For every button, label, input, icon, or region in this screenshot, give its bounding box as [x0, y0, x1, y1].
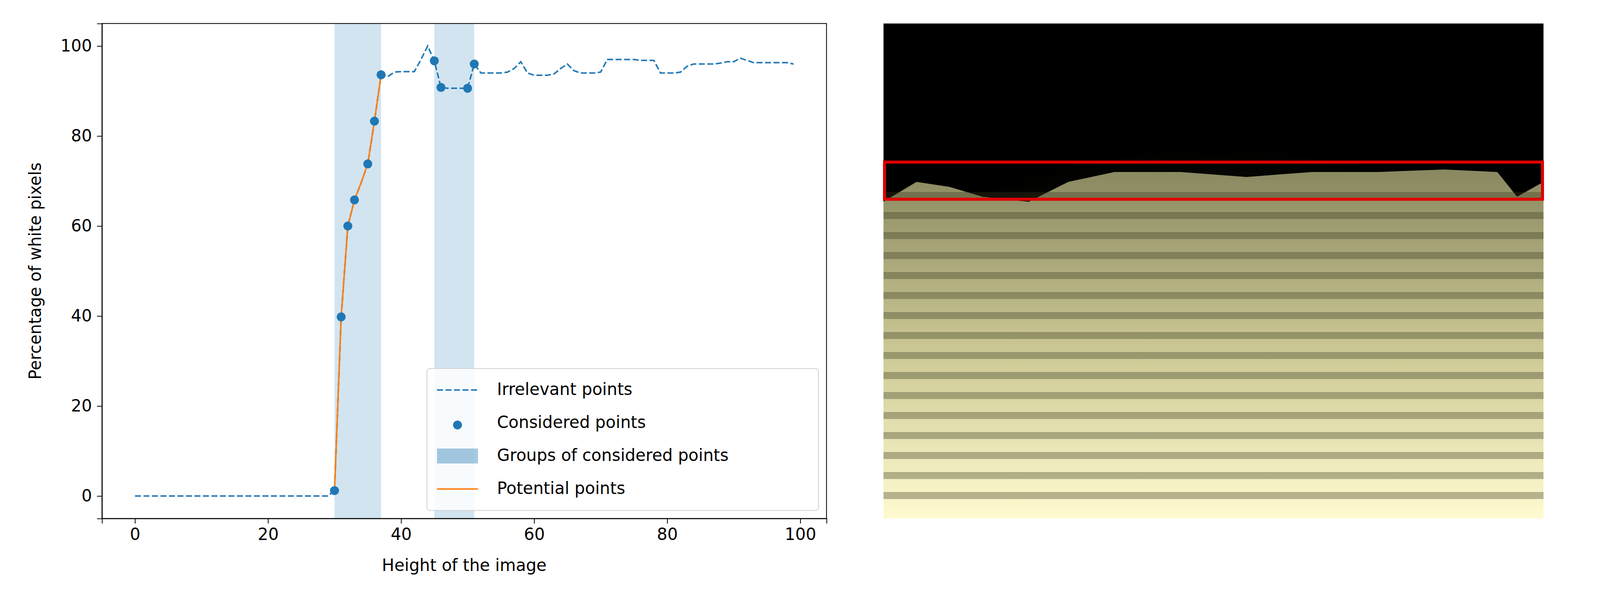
x-tick: 20 — [257, 518, 279, 544]
legend-label: Irrelevant points — [497, 379, 633, 399]
legend-key — [453, 420, 462, 430]
photo-stripe — [883, 392, 1544, 399]
y-axis: 0 20 40 60 80 100 — [60, 24, 103, 519]
legend-key — [437, 389, 478, 391]
y-tick-label: 0 — [81, 486, 92, 506]
photo-stripe — [883, 352, 1544, 359]
photo-background — [883, 23, 1544, 519]
photo-stripe — [883, 372, 1544, 379]
legend-label: Potential points — [497, 478, 625, 498]
y-tick-label: 20 — [71, 396, 92, 416]
y-tick: 100 — [60, 36, 102, 56]
data-point — [370, 116, 379, 126]
x-tick: 60 — [524, 518, 545, 544]
x-tick-mark — [135, 518, 136, 524]
highlight-box — [884, 162, 1543, 199]
photo-stripe — [883, 492, 1544, 499]
x-tick-mark — [401, 518, 402, 524]
x-tick-label: 0 — [130, 524, 141, 544]
legend-key — [437, 488, 478, 490]
photo-layers — [883, 169, 1544, 519]
plot-background — [102, 23, 827, 519]
figure: 0 20 40 60 80 100 0 20 40 60 80 100 Height of the im… — [0, 0, 1600, 600]
x-tick-label: 20 — [257, 524, 279, 544]
x-tick-mark — [667, 518, 668, 524]
y-tick: 20 — [71, 396, 102, 416]
y-axis-title: Percentage of white pixels — [25, 162, 45, 380]
x-tick-label: 100 — [784, 524, 816, 544]
legend: Irrelevant points Considered points Groups… — [427, 368, 819, 511]
photo-stripe — [883, 452, 1544, 459]
y-tick-mark — [97, 136, 102, 137]
data-point — [343, 221, 353, 231]
data-point — [376, 70, 386, 80]
photo-stripe — [883, 232, 1544, 239]
y-tick: 0 — [81, 486, 102, 506]
photo-stripe — [883, 292, 1544, 299]
data-point — [336, 312, 346, 322]
series-line — [334, 75, 381, 491]
y-tick: 80 — [71, 126, 102, 146]
y-tick-label: 60 — [71, 216, 92, 236]
x-tick-mark — [534, 518, 535, 524]
x-axis: 0 20 40 60 80 100 — [102, 518, 827, 544]
y-tick-mark — [97, 406, 102, 407]
data-point — [463, 84, 472, 93]
y-tick-label: 40 — [71, 306, 92, 326]
x-tick: 100 — [784, 518, 816, 544]
data-point — [330, 486, 339, 495]
data-point — [430, 56, 439, 66]
y-axis-line — [97, 24, 103, 519]
y-tick: 40 — [71, 306, 102, 326]
x-tick-mark — [800, 518, 801, 524]
legend-label: Groups of considered points — [497, 445, 729, 465]
legend-key — [437, 448, 478, 464]
data-point — [350, 195, 359, 205]
photo-stripe — [883, 472, 1544, 479]
legend-label: Considered points — [497, 412, 646, 432]
photo-stripe — [883, 432, 1544, 439]
data-point — [436, 83, 446, 92]
x-tick-label: 60 — [524, 524, 545, 544]
y-tick-label: 100 — [60, 36, 92, 56]
x-tick: 40 — [391, 518, 412, 544]
x-axis-title: Height of the image — [382, 555, 547, 575]
photo-stripe — [883, 412, 1544, 419]
data-point — [469, 59, 479, 69]
x-tick-mark — [268, 518, 269, 524]
photo-stripe — [883, 312, 1544, 319]
y-tick: 60 — [71, 216, 102, 236]
y-tick-label: 80 — [71, 126, 92, 146]
data-point — [363, 159, 373, 169]
y-tick-mark — [97, 226, 102, 227]
legend-box — [427, 368, 819, 511]
x-tick: 80 — [657, 518, 678, 544]
x-tick-label: 40 — [391, 524, 412, 544]
photo — [883, 23, 1544, 519]
y-tick-mark — [97, 46, 102, 47]
photo-stripe — [883, 332, 1544, 339]
group-span — [334, 23, 381, 519]
x-tick: 0 — [130, 518, 141, 544]
y-tick-mark — [97, 496, 102, 497]
photo-stripe — [883, 252, 1544, 259]
plot-frame — [102, 23, 827, 519]
photo-stripe — [883, 272, 1544, 279]
x-tick-label: 80 — [657, 524, 678, 544]
x-axis-line — [102, 519, 827, 524]
y-tick-mark — [97, 316, 102, 317]
photo-stripe — [883, 212, 1544, 219]
